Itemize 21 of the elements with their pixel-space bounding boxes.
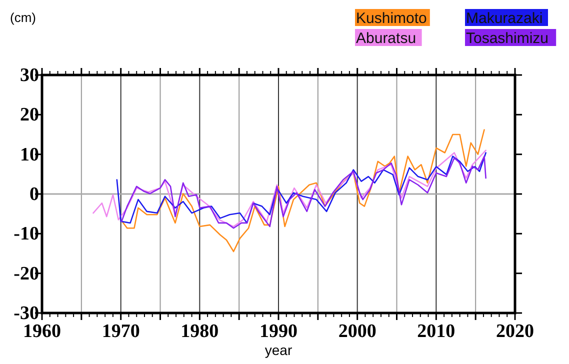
line-series	[120, 129, 485, 252]
text: Aburatsu	[356, 30, 416, 47]
y-tick-label: 0	[30, 184, 39, 205]
y-tick-label: 20	[20, 104, 39, 126]
y-tick-label: -10	[14, 224, 39, 245]
text: Tosashimizu	[466, 30, 549, 47]
x-tick-label: 2020	[496, 321, 534, 342]
x-tick-label: 2000	[338, 321, 376, 342]
x-axis-title: year	[264, 342, 292, 358]
x-tick-label: 2010	[417, 321, 456, 342]
x-tick-label: 1990	[260, 321, 298, 342]
y-tick-label: -20	[14, 263, 39, 284]
y-tick-label: -30	[14, 303, 39, 324]
x-tick-label: 1960	[23, 321, 61, 342]
text: Makurazaki	[466, 10, 543, 27]
y-tick-label: 10	[20, 144, 39, 166]
x-tick-label: 1970	[102, 321, 140, 342]
y-tick-label: 30	[20, 65, 39, 86]
y-axis-title: (cm)	[10, 10, 36, 25]
text: Kushimoto	[356, 10, 427, 27]
x-tick-label: 1980	[180, 321, 219, 342]
